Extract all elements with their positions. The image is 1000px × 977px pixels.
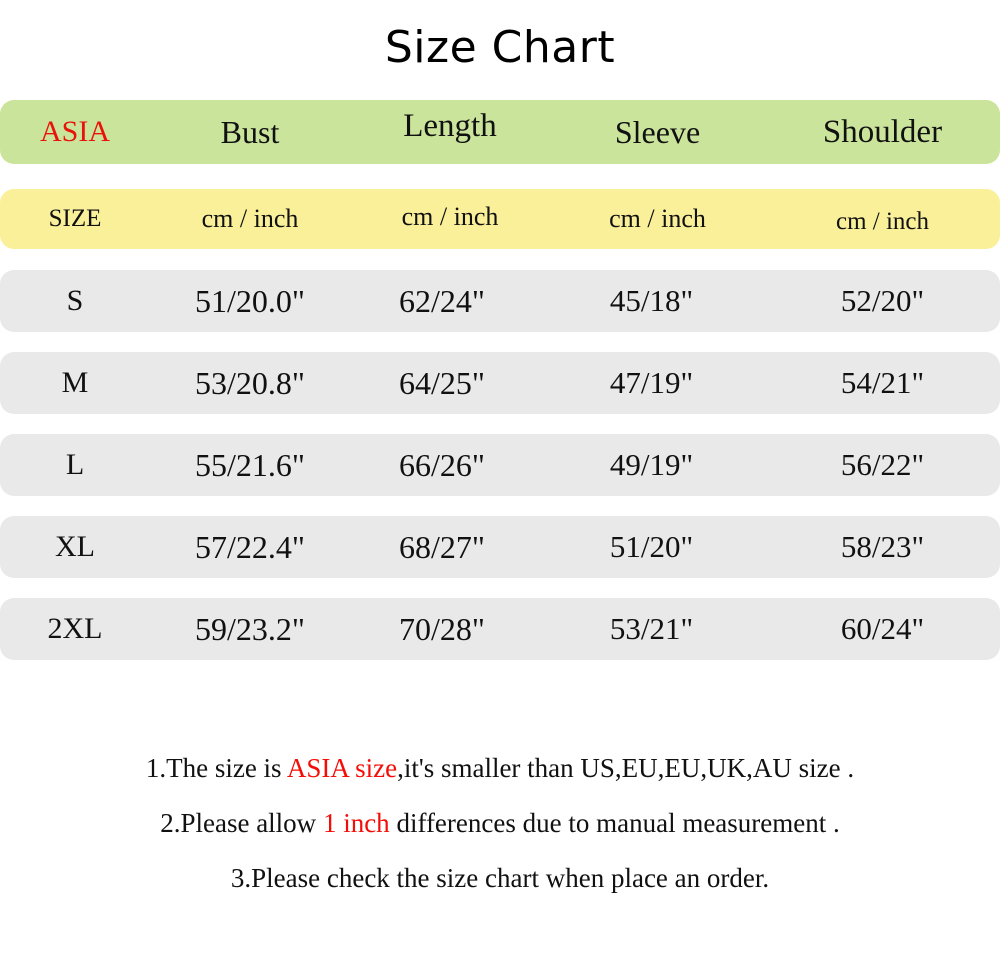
header-cell-bust-units: cm / inch (201, 204, 299, 233)
note-highlight: ASIA size (286, 753, 398, 783)
table-row: 2XL 59/23.2" 70/28" 53/21" 60/24" (0, 598, 1000, 660)
note-text-prefix: 3.Please check the size chart when place… (230, 863, 770, 893)
cell-sleeve: 53/21" (609, 611, 694, 646)
cell-size: 2XL (47, 612, 103, 645)
table-row: L 55/21.6" 66/26" 49/19" 56/22" (0, 434, 1000, 496)
cell-shoulder: 54/21" (840, 365, 925, 400)
cell-size: XL (55, 530, 95, 563)
cell-shoulder: 60/24" (840, 611, 925, 646)
header-cell-sleeve-units: cm / inch (609, 204, 706, 233)
table-header-row-units: SIZE cm / inch cm / inch cm / inch cm / … (0, 189, 1000, 249)
cell-bust: 53/20.8" (195, 364, 305, 401)
table-row: S 51/20.0" 62/24" 45/18" 52/20" (0, 270, 1000, 332)
cell-sleeve: 45/18" (609, 283, 694, 318)
cell-shoulder: 52/20" (840, 283, 925, 318)
header-cell-shoulder: Shoulder (822, 113, 943, 150)
cell-sleeve: 47/19" (609, 365, 694, 400)
cell-sleeve: 51/20" (609, 529, 694, 564)
cell-shoulder: 58/23" (840, 529, 925, 564)
cell-bust: 51/20.0" (195, 282, 305, 319)
cell-bust: 59/23.2" (195, 610, 305, 647)
cell-length: 70/28" (399, 610, 485, 647)
cell-length: 66/26" (399, 446, 485, 483)
note-text-prefix: 2.Please allow (160, 808, 323, 838)
header-cell-asia: ASIA (39, 115, 110, 148)
note-item: 2.Please allow 1 inch differences due to… (0, 810, 1000, 837)
cell-bust: 57/22.4" (195, 528, 305, 565)
cell-bust: 55/21.6" (195, 446, 305, 483)
note-item: 1.The size is ASIA size,it's smaller tha… (0, 755, 1000, 782)
note-text-suffix: ,it's smaller than US,EU,EU,UK,AU size . (397, 753, 855, 783)
page-title: Size Chart (384, 22, 616, 73)
size-chart-table: ASIA Bust Length Sleeve Shoulder SIZE cm… (0, 100, 1000, 680)
cell-size: S (66, 284, 84, 317)
note-text-suffix: differences due to manual measurement . (389, 808, 840, 838)
header-cell-bust: Bust (220, 113, 280, 150)
cell-sleeve: 49/19" (609, 447, 694, 482)
notes-section: 1.The size is ASIA size,it's smaller tha… (0, 755, 1000, 920)
cell-length: 64/25" (399, 364, 485, 401)
cell-length: 62/24" (399, 282, 485, 319)
header-cell-length: Length (403, 107, 497, 144)
note-highlight: 1 inch (322, 808, 390, 838)
table-row: M 53/20.8" 64/25" 47/19" 54/21" (0, 352, 1000, 414)
note-item: 3.Please check the size chart when place… (0, 865, 1000, 892)
header-cell-sleeve: Sleeve (614, 113, 701, 150)
header-cell-size-label: SIZE (48, 205, 102, 232)
table-row: XL 57/22.4" 68/27" 51/20" 58/23" (0, 516, 1000, 578)
cell-size: L (65, 448, 85, 481)
header-cell-shoulder-units: cm / inch (835, 208, 930, 235)
cell-size: M (61, 366, 89, 399)
cell-shoulder: 56/22" (840, 447, 925, 482)
note-text-prefix: 1.The size is (145, 753, 287, 783)
header-cell-length-units: cm / inch (401, 202, 499, 231)
cell-length: 68/27" (399, 528, 485, 565)
table-header-row-measurements: ASIA Bust Length Sleeve Shoulder (0, 100, 1000, 164)
